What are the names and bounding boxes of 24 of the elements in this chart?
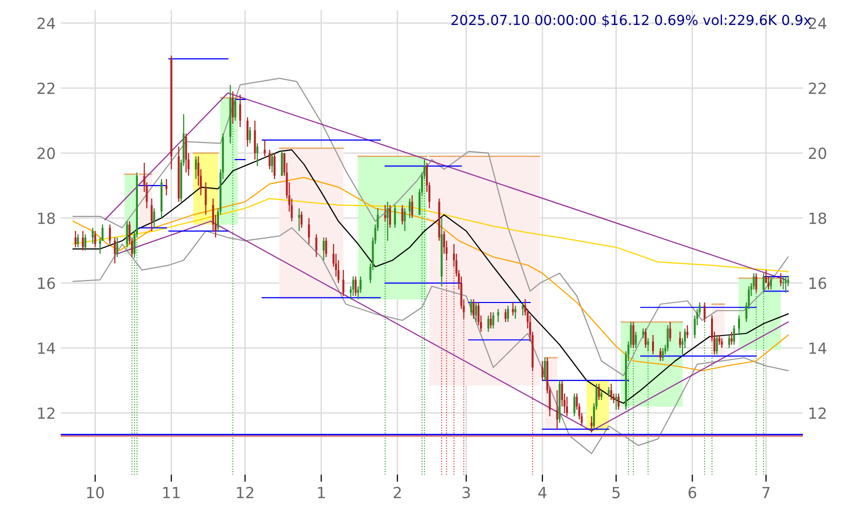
x-tick-label: 6 <box>688 486 696 498</box>
y2-tick-label: 22 <box>808 82 826 94</box>
x-tick-label: 7 <box>762 486 770 498</box>
y-tick-label: 12 <box>38 407 54 419</box>
y2-tick-label: 24 <box>808 18 826 29</box>
y2-tick-label: 18 <box>809 212 826 224</box>
y-tick-label: 16 <box>38 277 55 290</box>
y-tick-label: 20 <box>38 148 55 160</box>
y-tick-label: 18 <box>38 212 55 224</box>
x-tick-label: 3 <box>462 486 470 498</box>
y-tick-label: 24 <box>38 18 56 29</box>
x-tick-label: 10 <box>87 486 104 498</box>
x-tick-label: 1 <box>318 486 325 498</box>
y-tick-label: 14 <box>38 342 56 354</box>
x-tick-label: 4 <box>538 486 546 498</box>
x-tick-label: 5 <box>612 486 620 498</box>
y2-tick-label: 20 <box>808 148 826 160</box>
x-tick-label: 12 <box>237 486 254 498</box>
y2-tick-label: 16 <box>809 277 826 290</box>
y2-tick-label: 14 <box>809 342 826 354</box>
y-tick-label: 22 <box>38 82 54 94</box>
x-tick-label: 11 <box>163 486 180 498</box>
x-tick-label: 2 <box>394 486 401 498</box>
y2-tick-label: 12 <box>809 407 826 419</box>
